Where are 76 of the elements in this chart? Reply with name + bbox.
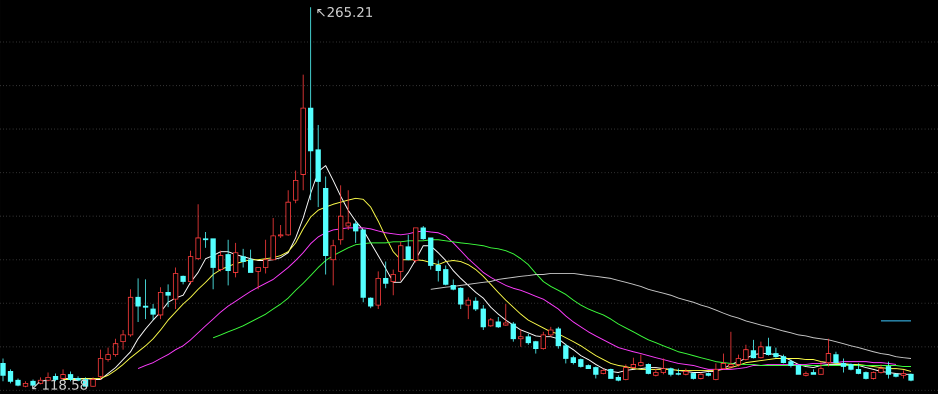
candlestick <box>98 349 104 380</box>
candlestick <box>518 328 524 348</box>
candlestick <box>646 363 652 375</box>
candlestick <box>248 249 254 273</box>
candlestick <box>8 368 14 384</box>
candlestick <box>736 354 742 367</box>
candlestick <box>533 340 538 354</box>
candlestick <box>240 248 246 268</box>
candlestick <box>743 344 749 361</box>
candlestick <box>142 279 148 320</box>
candlestick <box>443 265 448 286</box>
candlestick <box>766 337 772 356</box>
candlestick <box>660 358 666 375</box>
candlestick <box>406 234 411 261</box>
candlestick <box>112 338 118 358</box>
candlestick <box>346 190 351 230</box>
candlestick <box>840 358 846 373</box>
candlestick <box>886 361 892 379</box>
candlestick <box>856 363 862 375</box>
candlestick <box>728 331 734 369</box>
candlestick <box>158 286 164 320</box>
candlestick <box>263 239 268 274</box>
candlestick <box>510 322 516 342</box>
candlestick <box>330 239 336 286</box>
candlestick <box>713 363 719 381</box>
candlestick <box>676 368 682 376</box>
candlestick <box>593 366 598 379</box>
candlestick <box>278 224 284 238</box>
candlestick <box>526 333 531 346</box>
candlestick <box>105 347 111 362</box>
candlestick <box>720 353 726 370</box>
candlestick <box>225 239 231 286</box>
candlestick <box>833 351 839 364</box>
candlestick <box>608 368 614 379</box>
candlestick <box>826 338 832 367</box>
candlestick <box>758 341 764 359</box>
candlestick <box>556 326 561 350</box>
candlestick <box>878 364 884 374</box>
candlestick <box>150 304 156 320</box>
candlestick <box>458 286 464 310</box>
candlestick <box>638 354 644 367</box>
candlestick <box>818 361 824 375</box>
candlestick <box>496 316 501 328</box>
candlestick <box>773 347 779 358</box>
candlestick <box>232 242 238 278</box>
candlestick <box>338 184 344 246</box>
candlestick <box>503 304 508 326</box>
candlestick <box>480 304 486 330</box>
candlestick <box>195 204 201 260</box>
candlestick <box>383 261 388 289</box>
candlestick <box>0 358 6 382</box>
candlestick <box>623 364 628 381</box>
candlestick <box>120 330 126 350</box>
candlestick <box>563 343 568 364</box>
candlestick <box>202 232 208 248</box>
candlestick <box>750 339 756 359</box>
candlestick <box>796 364 802 375</box>
candlestick <box>293 170 298 204</box>
candlestick <box>473 296 478 312</box>
candlestick <box>255 267 261 290</box>
candlestick <box>218 250 224 272</box>
candlestick <box>165 284 171 308</box>
candlestick <box>353 220 358 244</box>
candlestick <box>390 269 396 296</box>
candlestick <box>420 226 426 240</box>
candlestick <box>60 368 66 380</box>
candlestick <box>450 279 456 291</box>
candlestick <box>135 278 141 322</box>
candlestick <box>548 326 554 338</box>
candlestick <box>466 296 471 320</box>
candlestick <box>270 218 276 261</box>
candlestick <box>540 331 546 350</box>
candlestick <box>436 260 441 282</box>
annotation: ↖265.21 <box>317 6 372 18</box>
candlestick <box>578 358 584 368</box>
candlestick <box>630 357 636 369</box>
